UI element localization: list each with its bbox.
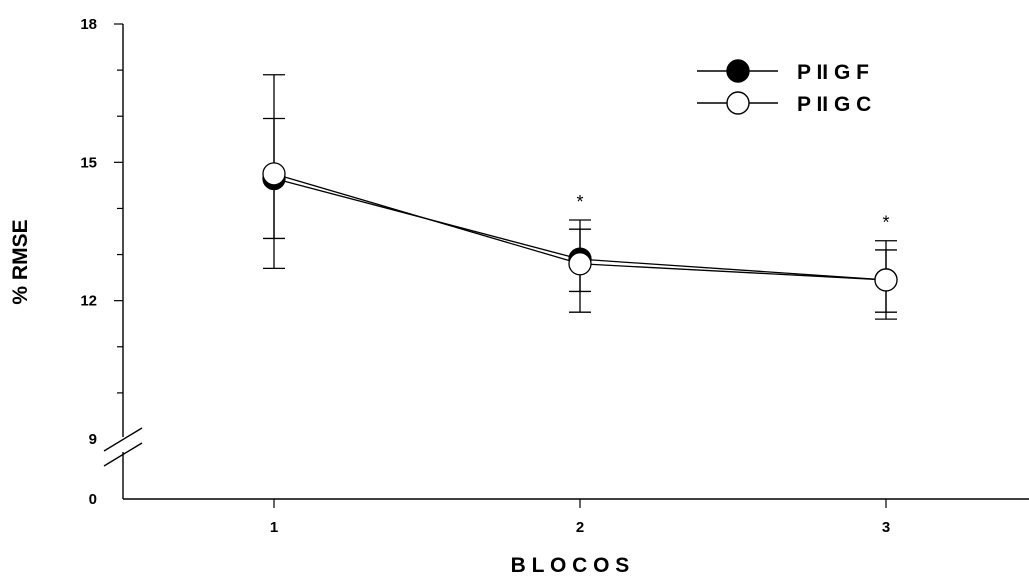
x-ticks: 1 2 3 — [270, 499, 890, 536]
data-point-open — [874, 268, 898, 292]
y-ticks: 0 9 12 15 18 — [80, 16, 123, 508]
y-tick-label: 12 — [80, 293, 97, 310]
axis-break-mark-1 — [103, 427, 143, 452]
y-tick-label: 9 — [89, 431, 97, 448]
legend: P II G F P II G C — [697, 59, 871, 116]
significance-asterisk: * — [882, 213, 889, 233]
x-tick-label: 3 — [882, 519, 890, 536]
significance-asterisk: * — [576, 192, 583, 212]
legend-marker-filled — [726, 59, 750, 83]
x-tick-label: 2 — [576, 519, 584, 536]
y-tick-label: 15 — [80, 154, 97, 171]
legend-item-filled: P II G F — [697, 59, 869, 84]
x-tick-label: 1 — [270, 519, 278, 536]
legend-marker-open — [726, 91, 750, 115]
axis-break-mark-2 — [103, 442, 143, 467]
x-axis-title: B L O C O S — [511, 554, 630, 577]
legend-label-filled: P II G F — [797, 61, 869, 84]
data-point-open — [568, 252, 592, 276]
y-tick-label: 0 — [89, 491, 97, 508]
y-tick-label: 18 — [80, 16, 97, 33]
y-axis-title: % RMSE — [9, 219, 32, 304]
legend-label-open: P II G C — [797, 93, 871, 116]
legend-item-open: P II G C — [697, 91, 871, 116]
axes — [103, 24, 1029, 500]
data-point-open — [262, 162, 286, 186]
plot-area: ** — [262, 74, 898, 320]
